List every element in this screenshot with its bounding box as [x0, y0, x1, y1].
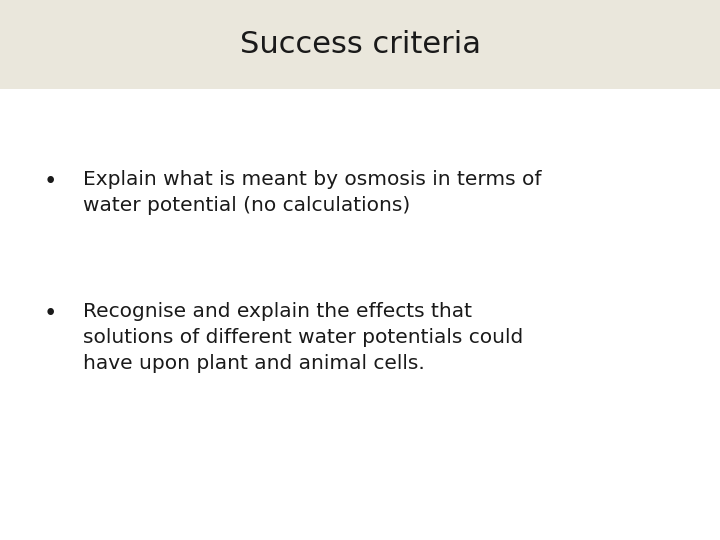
Text: Success criteria: Success criteria	[240, 30, 480, 59]
Text: Recognise and explain the effects that
solutions of different water potentials c: Recognise and explain the effects that s…	[83, 302, 523, 373]
FancyBboxPatch shape	[0, 0, 720, 89]
Text: Explain what is meant by osmosis in terms of
water potential (no calculations): Explain what is meant by osmosis in term…	[83, 170, 541, 215]
Text: •: •	[44, 302, 57, 326]
Text: •: •	[44, 170, 57, 193]
